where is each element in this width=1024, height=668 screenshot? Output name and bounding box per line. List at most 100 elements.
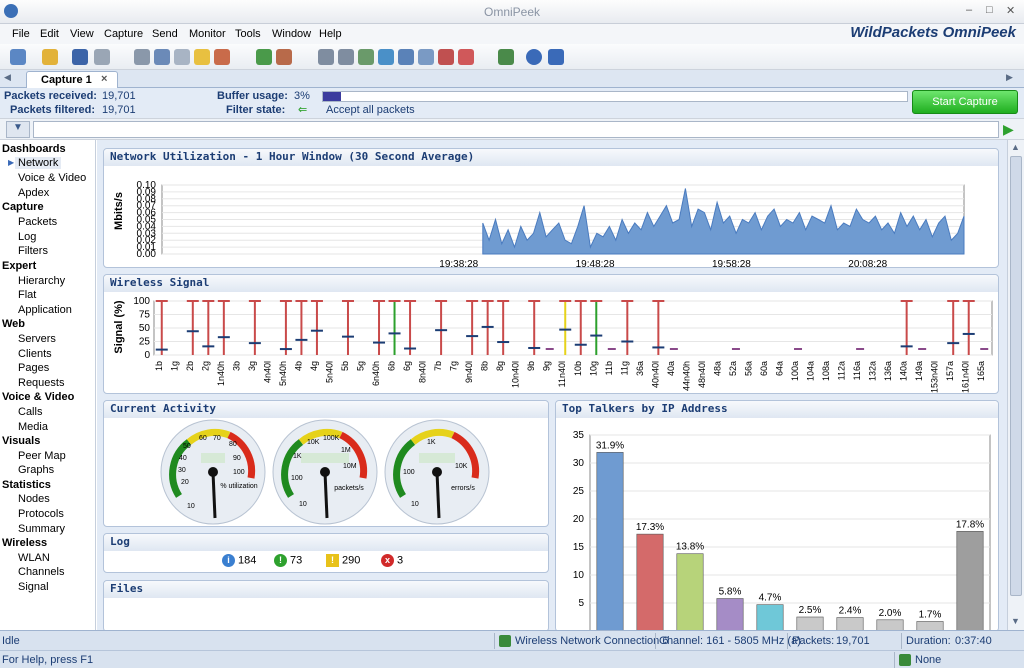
antenna-icon[interactable] bbox=[318, 49, 334, 65]
x-tick-label: 4b bbox=[293, 361, 303, 371]
sidebar-item-log[interactable]: Log bbox=[18, 231, 37, 243]
svg-text:90: 90 bbox=[233, 455, 241, 462]
scroll-up-icon[interactable]: ▲ bbox=[1011, 142, 1020, 152]
sidebar-item-calls[interactable]: Calls bbox=[18, 406, 43, 418]
sidebar-item-voice-video[interactable]: Voice & Video bbox=[18, 172, 87, 184]
x-tick-label: 9b bbox=[526, 361, 536, 371]
x-tick-label: 9g bbox=[542, 361, 552, 371]
vertical-scrollbar[interactable]: ▲ ▼ bbox=[1007, 140, 1024, 630]
sidebar-item-filters[interactable]: Filters bbox=[18, 245, 48, 257]
document-icon[interactable] bbox=[174, 49, 190, 65]
log-ok[interactable]: ! 73 bbox=[274, 554, 302, 567]
x-tick-label: 11n40l bbox=[557, 361, 567, 387]
sidebar-item-wlan[interactable]: WLAN bbox=[18, 552, 50, 564]
x-tick-label: 48n40l bbox=[697, 361, 707, 388]
chart-icon[interactable] bbox=[418, 49, 434, 65]
signal-icon[interactable] bbox=[338, 49, 354, 65]
sidebar-item-requests[interactable]: Requests bbox=[18, 377, 65, 389]
sidebar-item-packets[interactable]: Packets bbox=[18, 216, 58, 228]
sidebar-item-servers[interactable]: Servers bbox=[18, 333, 56, 345]
options-icon[interactable] bbox=[498, 49, 514, 65]
tab-scroll-right-icon[interactable]: ▶ bbox=[1006, 72, 1013, 82]
wireless-signal-chart: Signal (%) 100 75 50 25 0 1b 1g 2b 2g 1n40h 3b 3g 4n… bbox=[113, 296, 993, 393]
sidebar-item-signal[interactable]: Signal bbox=[18, 581, 49, 593]
log-warn[interactable]: ! 290 bbox=[326, 554, 360, 567]
sidebar-item-apdex[interactable]: Apdex bbox=[18, 187, 50, 199]
log-info[interactable]: i 184 bbox=[222, 554, 256, 567]
menu-monitor[interactable]: Monitor bbox=[189, 28, 226, 40]
menu-capture[interactable]: Capture bbox=[104, 28, 144, 40]
x-tick-label: 4g bbox=[309, 361, 319, 371]
home-icon[interactable] bbox=[276, 49, 292, 65]
about-icon[interactable] bbox=[548, 49, 564, 65]
tab-scroll-left-icon[interactable]: ◀ bbox=[4, 72, 11, 82]
menu-file[interactable]: File bbox=[12, 28, 30, 40]
help-icon[interactable] bbox=[526, 49, 542, 65]
sidebar-item-hierarchy[interactable]: Hierarchy bbox=[18, 275, 66, 287]
sidebar-item-application[interactable]: Application bbox=[18, 304, 72, 316]
sidebar-item-clients[interactable]: Clients bbox=[18, 348, 52, 360]
sidebar-item-protocols[interactable]: Protocols bbox=[18, 508, 64, 520]
menu-window[interactable]: Window bbox=[272, 28, 312, 40]
sidebar-item-nodes[interactable]: Nodes bbox=[18, 493, 50, 505]
buffer-usage-label: Buffer usage: bbox=[217, 90, 288, 102]
menu-view[interactable]: View bbox=[70, 28, 94, 40]
talker-bar bbox=[596, 452, 624, 631]
menu-help[interactable]: Help bbox=[319, 28, 342, 40]
svg-text:60: 60 bbox=[199, 435, 207, 442]
sidebar-item-pages[interactable]: Pages bbox=[18, 362, 50, 374]
close-icon[interactable]: ✕ bbox=[1006, 5, 1016, 17]
start-capture-button[interactable]: Start Capture bbox=[912, 90, 1018, 114]
y-tick-label: 0.03 bbox=[137, 228, 157, 239]
scroll-thumb[interactable] bbox=[1010, 156, 1022, 596]
filter-dropdown-icon[interactable]: ▼ bbox=[6, 121, 30, 138]
minimize-icon[interactable]: – bbox=[966, 4, 973, 16]
sidebar-item-flat[interactable]: Flat bbox=[18, 289, 37, 301]
network-icon[interactable] bbox=[256, 49, 272, 65]
sidebar-item-channels[interactable]: Channels bbox=[18, 566, 65, 578]
svg-text:10: 10 bbox=[299, 501, 307, 508]
x-tick-label: 108a bbox=[821, 361, 831, 381]
sidebar-item-media[interactable]: Media bbox=[18, 421, 48, 433]
menu-send[interactable]: Send bbox=[152, 28, 178, 40]
start-icon[interactable] bbox=[10, 49, 26, 65]
svg-text:10K: 10K bbox=[455, 463, 468, 470]
tab-close-icon[interactable]: × bbox=[101, 73, 108, 85]
open-icon[interactable] bbox=[42, 49, 58, 65]
warning-icon: ! bbox=[326, 554, 339, 567]
calculator-icon[interactable] bbox=[398, 49, 414, 65]
save-icon[interactable] bbox=[72, 49, 88, 65]
panel-title: Files bbox=[104, 581, 548, 598]
print-icon[interactable] bbox=[94, 49, 110, 65]
sidebar-item-peer-map[interactable]: Peer Map bbox=[18, 450, 66, 462]
sidebar-item-network[interactable]: Network bbox=[15, 157, 62, 169]
svg-text:40: 40 bbox=[179, 455, 187, 462]
pin-icon[interactable] bbox=[438, 49, 454, 65]
menu-tools[interactable]: Tools bbox=[235, 28, 261, 40]
filter-icon[interactable] bbox=[154, 49, 170, 65]
globe-icon[interactable] bbox=[378, 49, 394, 65]
maximize-icon[interactable]: □ bbox=[986, 4, 993, 16]
tab-capture-1[interactable]: Capture 1 × bbox=[26, 71, 118, 88]
packets-icon[interactable] bbox=[134, 49, 150, 65]
y-tick-label: 0.10 bbox=[137, 180, 157, 191]
sidebar-item-graphs[interactable]: Graphs bbox=[18, 464, 55, 476]
sidebar-item-summary[interactable]: Summary bbox=[18, 523, 66, 535]
map-icon[interactable] bbox=[358, 49, 374, 65]
apply-filter-icon[interactable]: ▶ bbox=[1003, 121, 1014, 137]
talker-bar bbox=[836, 617, 864, 631]
filter-input[interactable] bbox=[33, 121, 999, 138]
menu-edit[interactable]: Edit bbox=[40, 28, 59, 40]
wifi-icon[interactable] bbox=[458, 49, 474, 65]
report-icon[interactable] bbox=[214, 49, 230, 65]
selected-arrow-icon: ▶ bbox=[8, 158, 15, 167]
x-tick-label: 10g bbox=[588, 361, 598, 376]
scroll-down-icon[interactable]: ▼ bbox=[1011, 616, 1020, 626]
network-utilization-panel: Network Utilization - 1 Hour Window (30 … bbox=[103, 148, 999, 268]
alert-icon[interactable] bbox=[194, 49, 210, 65]
gauge-label: % utilization bbox=[220, 483, 257, 490]
adapter-name: Wireless Network Connection 6 bbox=[515, 635, 669, 647]
x-tick-label: 157a bbox=[945, 361, 955, 381]
files-panel: Files bbox=[103, 580, 549, 632]
